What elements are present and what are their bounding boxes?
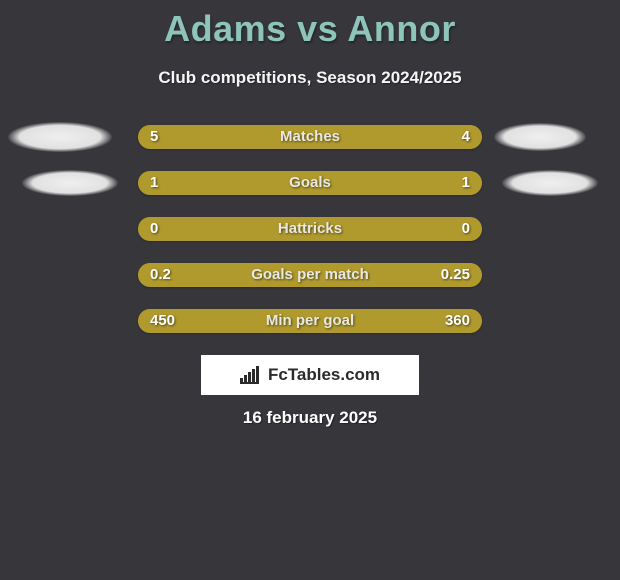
stat-label: Matches <box>138 125 482 149</box>
page-title: Adams vs Annor <box>0 0 620 50</box>
stat-row: 0.20.25Goals per match <box>0 260 620 306</box>
stat-row: 00Hattricks <box>0 214 620 260</box>
stat-row: 11Goals <box>0 168 620 214</box>
stat-label: Goals <box>138 171 482 195</box>
player2-name: Annor <box>347 8 455 49</box>
source-logo: FcTables.com <box>201 355 419 395</box>
player1-avatar <box>8 122 112 152</box>
stat-label: Hattricks <box>138 217 482 241</box>
player1-avatar <box>22 170 118 196</box>
player1-name: Adams <box>164 8 287 49</box>
stat-row: 450360Min per goal <box>0 306 620 352</box>
vs-separator: vs <box>297 8 338 49</box>
player2-avatar <box>502 170 598 196</box>
stat-rows: 54Matches11Goals00Hattricks0.20.25Goals … <box>0 122 620 352</box>
logo-text: FcTables.com <box>268 365 380 385</box>
player2-avatar <box>494 123 586 151</box>
stat-label: Goals per match <box>138 263 482 287</box>
date-label: 16 february 2025 <box>0 408 620 428</box>
comparison-infographic: Adams vs Annor Club competitions, Season… <box>0 0 620 580</box>
stat-row: 54Matches <box>0 122 620 168</box>
stat-label: Min per goal <box>138 309 482 333</box>
bar-chart-icon <box>240 366 262 384</box>
subtitle: Club competitions, Season 2024/2025 <box>0 68 620 88</box>
